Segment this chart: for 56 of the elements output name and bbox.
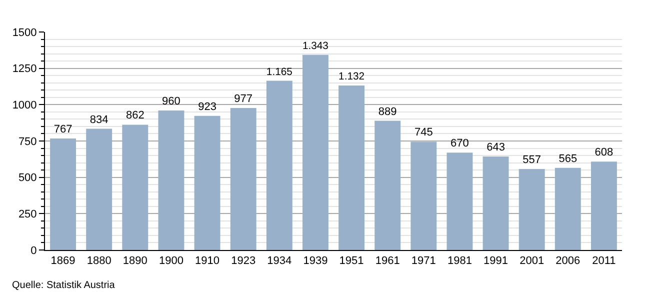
bar [338, 85, 365, 250]
data-label: 767 [54, 124, 72, 136]
x-tick-label: 1981 [447, 255, 472, 268]
data-label: 889 [378, 106, 397, 118]
data-label: 643 [486, 142, 505, 154]
x-tick-label: 1890 [122, 255, 148, 268]
x-tick-label: 1971 [411, 255, 436, 268]
bar [266, 80, 292, 250]
y-tick-label: 750 [18, 136, 37, 148]
x-tick-label: 1951 [339, 255, 364, 268]
data-label: 1.343 [302, 40, 329, 52]
x-tick-label: 1934 [267, 255, 292, 268]
data-label: 960 [162, 95, 180, 108]
x-tick-label: 2011 [592, 255, 616, 268]
x-tick-label: 1961 [375, 255, 400, 268]
data-label: 670 [450, 138, 469, 150]
x-tick-label: 2001 [520, 255, 544, 268]
x-tick-label: 1910 [195, 255, 220, 268]
data-label: 557 [522, 154, 542, 166]
data-label: 608 [594, 146, 614, 159]
bar [518, 169, 545, 250]
x-tick-label: 1939 [303, 255, 328, 268]
bar [554, 168, 581, 250]
bar [590, 162, 617, 250]
bar [158, 110, 184, 250]
bar [50, 138, 76, 250]
data-label: 923 [198, 100, 216, 113]
x-tick-label: 1991 [484, 255, 508, 268]
y-tick-label: 500 [18, 172, 37, 184]
data-label: 862 [126, 110, 144, 122]
y-tick-label: 1500 [12, 26, 37, 39]
source-note: Quelle: Statistik Austria [12, 280, 116, 291]
x-tick-label: 1869 [50, 255, 76, 268]
bar [86, 128, 112, 250]
x-tick-label: 1880 [86, 255, 112, 268]
data-label: 834 [90, 114, 108, 126]
data-label: 1.132 [338, 72, 365, 83]
bar [446, 152, 473, 250]
y-tick-label: 250 [18, 208, 37, 221]
data-label: 1.165 [266, 66, 293, 78]
y-tick-label: 1250 [12, 63, 37, 76]
data-label: 565 [558, 152, 578, 165]
bar [374, 120, 401, 250]
y-tick-label: 0 [30, 244, 37, 257]
bar [122, 124, 148, 250]
bar [302, 54, 328, 250]
x-tick-label: 2006 [556, 255, 580, 268]
bar [482, 156, 509, 250]
x-tick-label: 1923 [231, 255, 256, 268]
x-tick-label: 1900 [158, 255, 184, 268]
data-label: 745 [414, 126, 433, 139]
bar [410, 142, 437, 250]
bar [230, 108, 256, 250]
y-tick-label: 1000 [12, 100, 37, 112]
data-label: 977 [234, 93, 253, 106]
bar [194, 116, 220, 250]
